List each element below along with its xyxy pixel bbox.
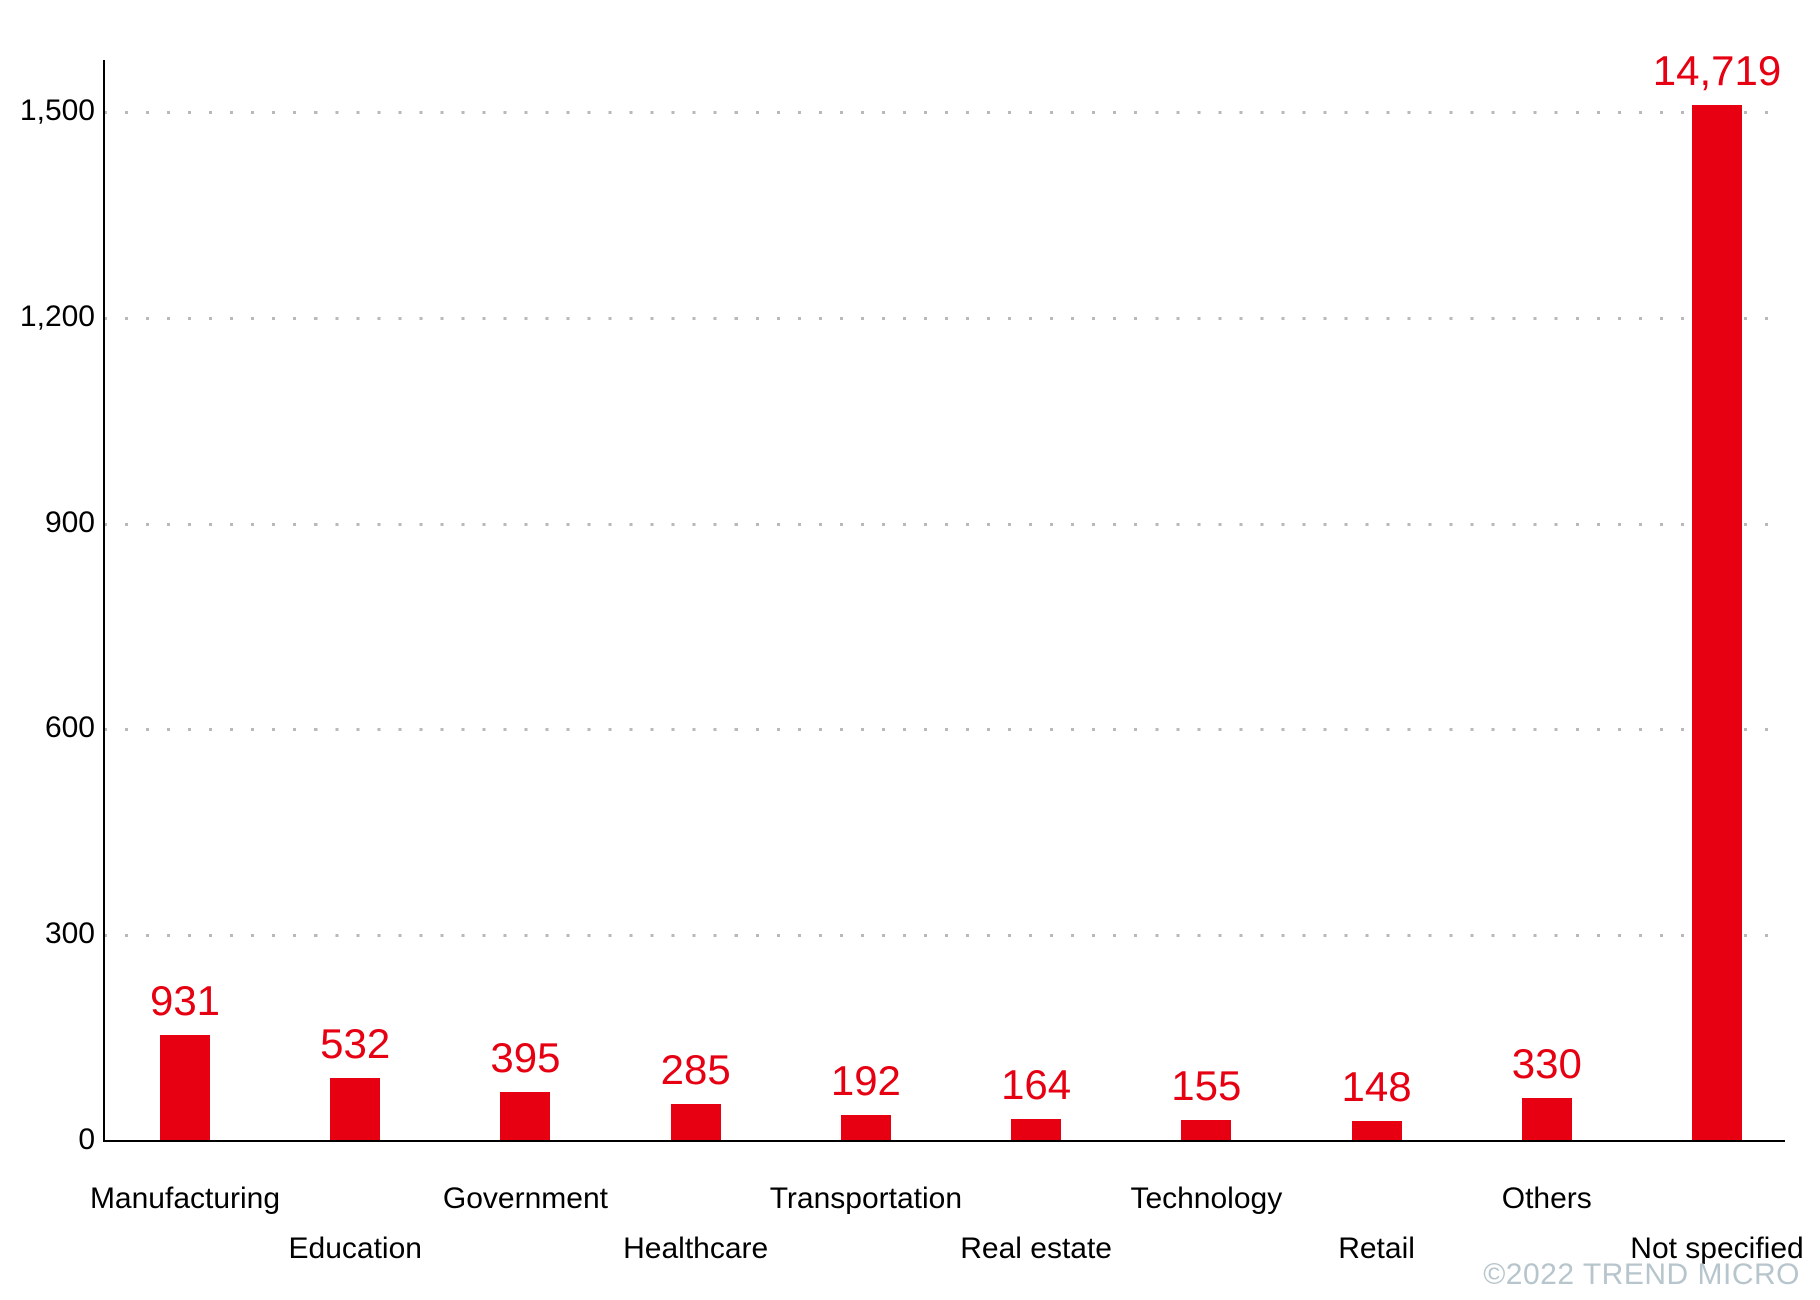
plot-area: 03006009001,2001,500931Manufacturing532E… xyxy=(105,70,1785,1140)
y-tick-label: 600 xyxy=(0,711,95,745)
x-tick-label: Technology xyxy=(1130,1182,1282,1216)
bar-value-label: 395 xyxy=(490,1034,560,1082)
watermark: ©2022 TREND MICRO xyxy=(1483,1258,1800,1292)
x-axis xyxy=(105,1140,1785,1142)
x-tick-label: Manufacturing xyxy=(90,1182,280,1216)
x-tick-label: Healthcare xyxy=(623,1232,768,1266)
bar xyxy=(1692,105,1742,1140)
x-tick-label: Transportation xyxy=(770,1182,962,1216)
x-tick-label: Real estate xyxy=(960,1232,1112,1266)
bar xyxy=(160,1035,210,1140)
y-tick-label: 1,500 xyxy=(0,94,95,128)
y-tick-label: 0 xyxy=(0,1123,95,1157)
bar xyxy=(330,1078,380,1140)
gridline xyxy=(105,523,1785,526)
gridline xyxy=(105,111,1785,114)
gridline xyxy=(105,934,1785,937)
x-tick-label: Retail xyxy=(1338,1232,1415,1266)
bar-value-label: 155 xyxy=(1171,1062,1241,1110)
bar-value-label: 14,719 xyxy=(1653,47,1781,95)
bar-value-label: 192 xyxy=(831,1057,901,1105)
y-axis xyxy=(103,60,105,1142)
bar xyxy=(500,1092,550,1140)
bar-value-label: 148 xyxy=(1342,1063,1412,1111)
y-tick-label: 900 xyxy=(0,506,95,540)
x-tick-label: Others xyxy=(1502,1182,1592,1216)
bar-value-label: 532 xyxy=(320,1020,390,1068)
bar xyxy=(1011,1119,1061,1140)
bar xyxy=(671,1104,721,1140)
bar-chart: 0 300 600 900 1,200 1,500 931 Manufacturing 532 E… xyxy=(0,0,1820,1300)
bar-value-label: 164 xyxy=(1001,1061,1071,1109)
bar xyxy=(1522,1098,1572,1140)
y-tick-label: 1,200 xyxy=(0,300,95,334)
bar-value-label: 330 xyxy=(1512,1040,1582,1088)
bar-value-label: 931 xyxy=(150,977,220,1025)
gridline xyxy=(105,728,1785,731)
x-tick-label: Education xyxy=(289,1232,422,1266)
x-tick-label: Government xyxy=(443,1182,608,1216)
bar xyxy=(1352,1121,1402,1140)
bar xyxy=(841,1115,891,1140)
bar xyxy=(1181,1120,1231,1140)
bar-value-label: 285 xyxy=(661,1046,731,1094)
gridline xyxy=(105,317,1785,320)
y-tick-label: 300 xyxy=(0,917,95,951)
